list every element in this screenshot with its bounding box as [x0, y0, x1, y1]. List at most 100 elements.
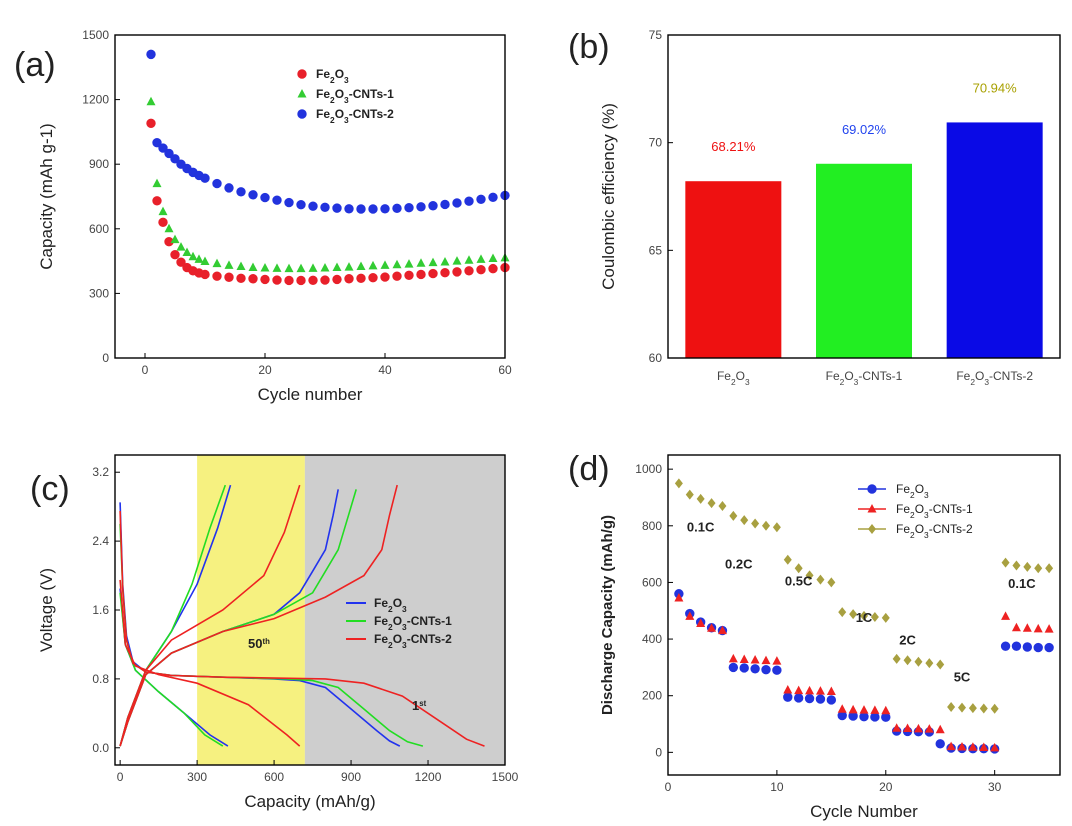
- data-point: [296, 199, 306, 210]
- data-point: [176, 242, 186, 251]
- data-point: [212, 271, 222, 281]
- data-point: [914, 656, 923, 667]
- legend-marker: [297, 89, 307, 98]
- x-tick-label: 1500: [492, 770, 519, 784]
- data-point: [170, 154, 180, 164]
- data-point: [740, 515, 749, 526]
- data-point: [146, 49, 156, 60]
- y-axis-title: Discharge Capacity (mAh/g): [599, 515, 616, 715]
- data-point: [924, 724, 934, 733]
- x-tick-label: 0: [142, 363, 149, 377]
- x-axis-title: Capacity (mAh/g): [244, 792, 375, 811]
- legend-label: Fe2O3-CNTs-2: [374, 632, 452, 650]
- data-point: [452, 256, 462, 265]
- data-point: [464, 255, 474, 264]
- x-tick-label: 20: [879, 780, 893, 794]
- data-point: [476, 265, 486, 275]
- data-point: [707, 623, 717, 632]
- curve-cycle-50-discharge: [119, 579, 301, 747]
- data-point: [440, 268, 450, 278]
- data-point: [947, 702, 956, 713]
- data-point: [1033, 623, 1043, 633]
- data-point: [164, 148, 174, 159]
- data-point: [146, 118, 156, 128]
- shaded-region: [197, 455, 305, 765]
- x-tick-label: 0: [665, 780, 672, 794]
- data-point: [1045, 563, 1054, 574]
- data-point: [152, 196, 162, 206]
- panel-c: 0 300 600 900 1200 1500 0.0 0.8 1.6 2.4 3.2 (c) Capa…: [30, 454, 519, 811]
- data-point: [826, 695, 837, 705]
- data-point: [739, 663, 749, 673]
- x-tick-label: 20: [258, 363, 272, 377]
- panel-label: (d): [568, 450, 610, 488]
- y-tick-label: 1.6: [92, 603, 109, 617]
- data-point: [881, 712, 891, 722]
- data-point: [344, 262, 354, 271]
- data-point: [284, 263, 294, 273]
- data-point: [158, 217, 168, 228]
- data-point: [158, 143, 168, 153]
- data-point: [236, 261, 246, 270]
- data-point: [892, 653, 901, 664]
- data-point: [464, 266, 474, 276]
- data-point: [935, 739, 945, 749]
- legend-label: Fe2O3: [316, 67, 349, 85]
- plot-frame: [667, 34, 1061, 359]
- rate-label: 0.1C: [1008, 576, 1036, 591]
- panel-label: (b): [568, 28, 610, 66]
- data-point: [826, 686, 836, 695]
- panel-label: (a): [14, 46, 56, 84]
- y-tick-label: 75: [649, 28, 663, 42]
- y-tick-label: 0.8: [92, 672, 109, 686]
- data-point: [236, 273, 246, 284]
- data-point: [332, 203, 342, 213]
- data-point: [870, 712, 880, 722]
- data-point: [1011, 622, 1021, 632]
- data-point: [718, 500, 727, 511]
- data-point: [152, 137, 162, 148]
- data-point: [990, 742, 1000, 752]
- panel-label: (c): [30, 470, 70, 508]
- data-point: [344, 204, 354, 214]
- data-point: [761, 655, 771, 665]
- legend-marker: [297, 109, 307, 119]
- data-point: [248, 190, 258, 200]
- data-point: [838, 607, 847, 618]
- x-axis-title: Cycle number: [258, 385, 363, 404]
- data-point: [188, 251, 198, 261]
- x-axis-title: Cycle Number: [810, 802, 918, 821]
- data-point: [404, 259, 414, 268]
- data-point: [762, 520, 770, 531]
- bar-value-label: 70.94%: [973, 80, 1018, 95]
- data-point: [284, 197, 294, 208]
- bar: [816, 163, 912, 358]
- data-point: [729, 510, 738, 521]
- data-point: [272, 263, 282, 272]
- data-point: [805, 570, 814, 581]
- data-point: [380, 260, 390, 269]
- plot-frame: [667, 454, 1061, 776]
- data-point: [308, 201, 318, 211]
- data-point: [368, 272, 378, 283]
- data-point: [416, 202, 426, 212]
- data-point: [152, 178, 162, 188]
- data-point: [674, 478, 683, 489]
- legend-label: Fe2O3: [374, 596, 407, 614]
- y-tick-label: 0: [655, 745, 662, 759]
- y-tick-label: 600: [89, 222, 109, 236]
- data-point: [416, 258, 426, 267]
- data-point: [182, 247, 192, 256]
- plot-frame: [114, 34, 506, 359]
- data-point: [936, 659, 945, 670]
- data-point: [428, 201, 438, 211]
- data-point: [968, 703, 977, 714]
- y-tick-label: 200: [642, 689, 662, 703]
- rate-label: 0.1C: [687, 519, 715, 534]
- data-point: [860, 610, 868, 621]
- data-point: [685, 489, 694, 500]
- data-point: [272, 195, 282, 205]
- data-point: [815, 686, 825, 695]
- data-point: [881, 705, 891, 715]
